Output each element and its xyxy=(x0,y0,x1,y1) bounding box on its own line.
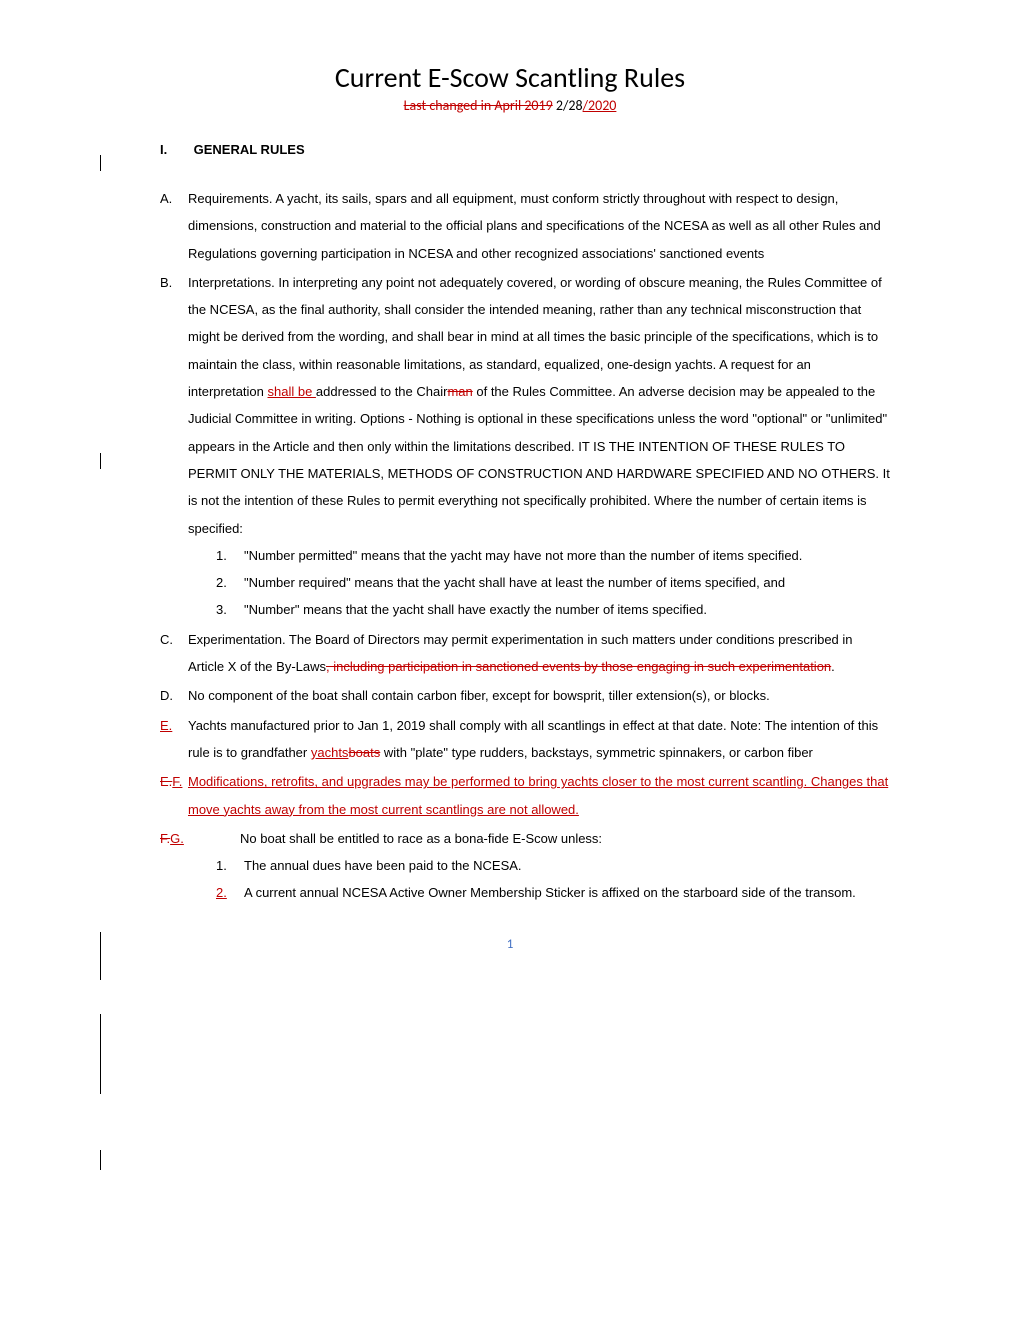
revision-bar xyxy=(100,1014,101,1094)
revision-bar xyxy=(100,932,101,980)
revision-bar xyxy=(100,1150,101,1170)
item-letter: A. xyxy=(160,185,188,267)
deleted-text: boats xyxy=(348,745,380,760)
deleted-letter: E. xyxy=(160,774,172,789)
sub-content: "Number" means that the yacht shall have… xyxy=(244,596,890,623)
subtitle-mid: 2/ xyxy=(553,97,569,114)
inserted-text: shall be xyxy=(268,384,316,399)
rule-item-c: C. Experimentation. The Board of Directo… xyxy=(130,626,890,681)
sub-number: 1. xyxy=(216,542,244,569)
rule-item-e: E. Yachts manufactured prior to Jan 1, 2… xyxy=(130,712,890,767)
sub-content: "Number required" means that the yacht s… xyxy=(244,569,890,596)
revision-bar xyxy=(100,453,101,469)
item-letter: E.F. xyxy=(160,768,188,823)
deleted-text: , including participation in sanctioned … xyxy=(326,659,831,674)
inserted-letter: G. xyxy=(170,831,184,846)
sub-content: The annual dues have been paid to the NC… xyxy=(244,852,890,879)
sub-item-1: 1. "Number permitted" means that the yac… xyxy=(216,542,890,569)
rule-item-d: D. No component of the boat shall contai… xyxy=(130,682,890,709)
revision-bar xyxy=(100,155,101,171)
inserted-text: yachts xyxy=(311,745,349,760)
section-number: I. xyxy=(160,142,190,157)
item-content: Experimentation. The Board of Directors … xyxy=(188,626,890,681)
sub-number: 3. xyxy=(216,596,244,623)
item-content: No boat shall be entitled to race as a b… xyxy=(240,825,890,907)
document-title: Current E-Scow Scantling Rules xyxy=(130,60,890,95)
sub-number: 2. xyxy=(216,569,244,596)
inserted-letter: E. xyxy=(160,718,172,733)
section-title: GENERAL RULES xyxy=(194,142,305,157)
rules-list: A. Requirements. A yacht, its sails, spa… xyxy=(130,185,890,907)
sub-item-1: 1. The annual dues have been paid to the… xyxy=(216,852,890,879)
item-content: Requirements. A yacht, its sails, spars … xyxy=(188,185,890,267)
document-subtitle: Last changed in April 2019 2/28/2020 xyxy=(130,97,890,114)
item-letter: B. xyxy=(160,269,188,624)
text-part: . xyxy=(831,659,835,674)
inserted-text: Modifications, retrofits, and upgrades m… xyxy=(188,774,888,816)
rule-item-a: A. Requirements. A yacht, its sails, spa… xyxy=(130,185,890,267)
sub-number: 2. xyxy=(216,879,244,906)
section-header: I. GENERAL RULES xyxy=(160,142,890,157)
sub-item-3: 3. "Number" means that the yacht shall h… xyxy=(216,596,890,623)
text-part: of the Rules Committee. An adverse decis… xyxy=(188,384,890,535)
sub-number: 1. xyxy=(216,852,244,879)
item-letter: D. xyxy=(160,682,188,709)
rule-item-g: F.G. No boat shall be entitled to race a… xyxy=(130,825,890,907)
item-letter: E. xyxy=(160,712,188,767)
page-number: 1 xyxy=(130,937,890,952)
sub-item-2: 2. A current annual NCESA Active Owner M… xyxy=(216,879,890,906)
deleted-text: man xyxy=(447,384,472,399)
sub-item-2: 2. "Number required" means that the yach… xyxy=(216,569,890,596)
inserted-letter: F. xyxy=(172,774,182,789)
inserted-number: 2. xyxy=(216,885,227,900)
item-content: Modifications, retrofits, and upgrades m… xyxy=(188,768,890,823)
item-content: Yachts manufactured prior to Jan 1, 2019… xyxy=(188,712,890,767)
item-content: Interpretations. In interpreting any poi… xyxy=(188,269,890,624)
text-part: addressed to the Chair xyxy=(316,384,448,399)
text-part: No boat shall be entitled to race as a b… xyxy=(240,831,602,846)
sub-content: A current annual NCESA Active Owner Memb… xyxy=(244,879,890,906)
rule-item-b: B. Interpretations. In interpreting any … xyxy=(130,269,890,624)
item-letter: C. xyxy=(160,626,188,681)
subtitle-plain: 28 xyxy=(568,97,582,114)
item-content: No component of the boat shall contain c… xyxy=(188,682,890,709)
rule-item-f: E.F. Modifications, retrofits, and upgra… xyxy=(130,768,890,823)
text-part: Interpretations. In interpreting any poi… xyxy=(188,275,882,399)
text-part: with "plate" type rudders, backstays, sy… xyxy=(380,745,813,760)
deleted-letter: F. xyxy=(160,831,170,846)
subtitle-inserted: /2020 xyxy=(583,97,617,114)
sub-content: "Number permitted" means that the yacht … xyxy=(244,542,890,569)
subtitle-deleted: Last changed in April 2019 xyxy=(404,97,553,114)
